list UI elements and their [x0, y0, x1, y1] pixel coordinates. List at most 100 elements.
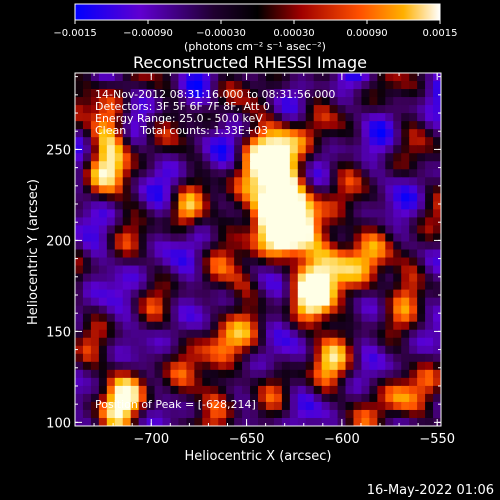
- heatmap-cell: [305, 369, 315, 379]
- heatmap-cell: [82, 401, 92, 411]
- heatmap-cell: [258, 273, 267, 283]
- heatmap-cell: [162, 241, 172, 251]
- heatmap-cell: [321, 305, 331, 315]
- heatmap-cell: [258, 385, 267, 395]
- heatmap-cell: [90, 369, 100, 379]
- heatmap-cell: [226, 97, 235, 106]
- heatmap-cell: [297, 233, 307, 243]
- heatmap-cell: [75, 217, 84, 227]
- heatmap-cell: [154, 329, 164, 339]
- heatmap-cell: [417, 337, 426, 347]
- heatmap-cell: [289, 145, 299, 154]
- heatmap-cell: [273, 153, 283, 162]
- heatmap-cell: [433, 89, 441, 98]
- heatmap-cell: [265, 257, 275, 267]
- heatmap-cell: [425, 321, 434, 331]
- heatmap-cell: [281, 89, 291, 98]
- heatmap-cell: [433, 281, 441, 291]
- heatmap-cell: [242, 345, 251, 355]
- heatmap-cell: [425, 265, 434, 275]
- heatmap-cell: [106, 329, 116, 339]
- heatmap-cell: [194, 169, 203, 178]
- heatmap-cell: [146, 81, 156, 90]
- heatmap-cell: [186, 329, 195, 339]
- heatmap-cell: [385, 369, 394, 379]
- heatmap-cell: [130, 361, 140, 371]
- heatmap-cell: [146, 89, 156, 98]
- heatmap-cell: [353, 417, 363, 426]
- heatmap-cell: [250, 385, 259, 395]
- heatmap-cell: [218, 289, 227, 299]
- heatmap-cell: [273, 105, 283, 114]
- heatmap-cell: [75, 137, 84, 146]
- heatmap-cell: [433, 409, 441, 419]
- heatmap-cell: [409, 113, 418, 122]
- heatmap-cell: [258, 409, 267, 419]
- heatmap-cell: [289, 81, 299, 90]
- heatmap-cell: [242, 153, 251, 162]
- heatmap-cell: [393, 321, 402, 331]
- heatmap-cell: [250, 225, 259, 235]
- heatmap-cell: [313, 249, 323, 259]
- heatmap-cell: [98, 377, 108, 387]
- heatmap-cell: [401, 417, 410, 426]
- heatmap-cell: [433, 257, 441, 267]
- heatmap-cell: [409, 105, 418, 114]
- heatmap-cell: [313, 409, 323, 419]
- heatmap-cell: [377, 145, 386, 154]
- heatmap-cell: [321, 345, 331, 355]
- heatmap-cell: [258, 361, 267, 371]
- heatmap-cell: [433, 153, 441, 162]
- heatmap-cell: [265, 81, 275, 90]
- heatmap-cell: [297, 161, 307, 170]
- heatmap-cell: [138, 89, 148, 98]
- heatmap-cell: [353, 337, 363, 347]
- heatmap-cell: [393, 257, 402, 267]
- heatmap-cell: [130, 417, 140, 426]
- heatmap-cell: [178, 73, 187, 82]
- annotation-detectors: Detectors: 3F 5F 6F 7F 8F, Att 0: [95, 100, 270, 113]
- heatmap-cell: [98, 81, 108, 90]
- heatmap-cell: [401, 217, 410, 227]
- heatmap-cell: [377, 177, 386, 186]
- heatmap-cell: [321, 377, 331, 387]
- heatmap-cell: [90, 81, 100, 90]
- y-tick-label: 100: [46, 416, 71, 431]
- heatmap-cell: [146, 217, 156, 227]
- heatmap-cell: [353, 217, 363, 227]
- heatmap-cell: [265, 297, 275, 307]
- heatmap-cell: [329, 73, 339, 82]
- heatmap-cell: [433, 393, 441, 403]
- heatmap-cell: [234, 217, 243, 227]
- heatmap-cell: [321, 81, 331, 90]
- heatmap-cell: [210, 257, 219, 267]
- heatmap-cell: [265, 89, 275, 98]
- heatmap-cell: [130, 121, 140, 130]
- heatmap-cell: [226, 201, 235, 210]
- heatmap-cell: [130, 233, 140, 243]
- heatmap-cell: [369, 129, 378, 138]
- heatmap-cell: [130, 169, 140, 178]
- heatmap-cell: [130, 129, 140, 138]
- heatmap-cell: [265, 265, 275, 275]
- heatmap-cell: [186, 113, 195, 122]
- heatmap-cell: [90, 233, 100, 243]
- heatmap-cell: [234, 329, 243, 339]
- heatmap-cell: [138, 281, 148, 291]
- heatmap-cell: [289, 73, 299, 82]
- heatmap-cell: [162, 217, 172, 227]
- heatmap-cell: [385, 385, 394, 395]
- heatmap-cell: [313, 145, 323, 154]
- heatmap-cell: [82, 153, 92, 162]
- heatmap-cell: [305, 257, 315, 267]
- heatmap-cell: [305, 185, 315, 194]
- heatmap-cell: [361, 409, 370, 419]
- annotation-energy-range: Energy Range: 25.0 - 50.0 keV: [95, 112, 263, 125]
- heatmap-cell: [265, 273, 275, 283]
- heatmap-cell: [82, 177, 92, 186]
- heatmap-cell: [329, 393, 339, 403]
- heatmap-cell: [130, 193, 140, 202]
- heatmap-cell: [305, 241, 315, 251]
- heatmap-cell: [273, 145, 283, 154]
- heatmap-cell: [154, 193, 164, 202]
